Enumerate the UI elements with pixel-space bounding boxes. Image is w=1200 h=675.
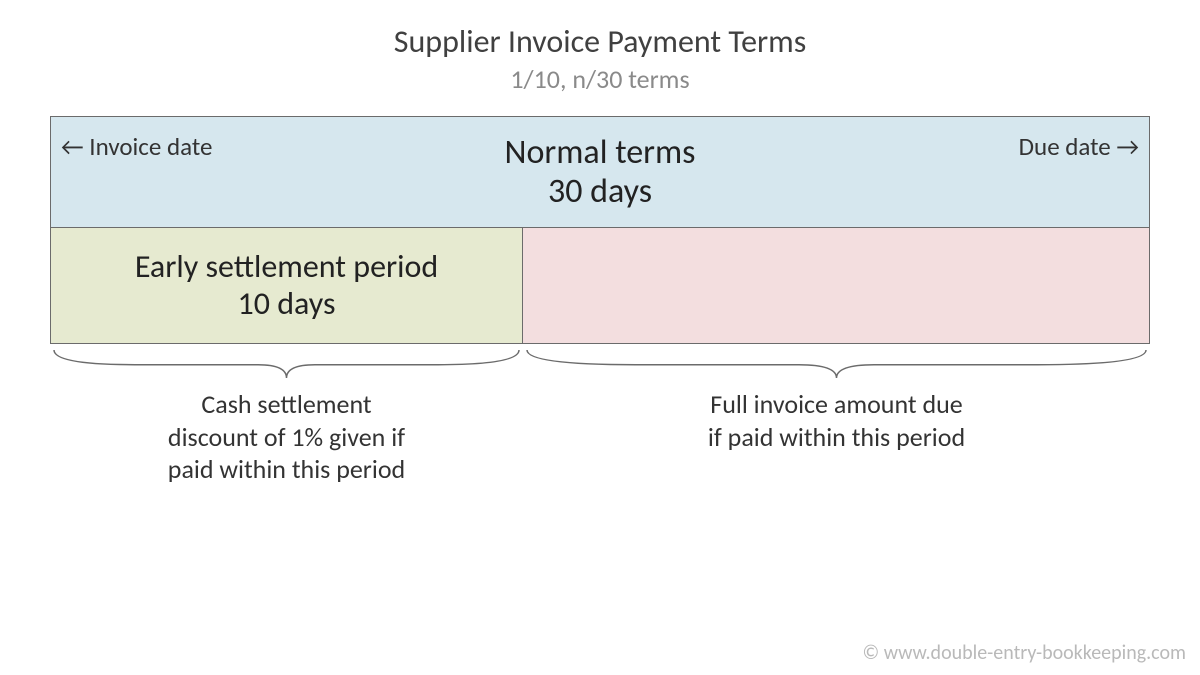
- copyright-notice: © www.double-entry-bookkeeping.com: [863, 641, 1186, 665]
- early-settlement-bar: Early settlement period 10 days: [50, 228, 523, 344]
- early-line2: 10 days: [135, 286, 438, 323]
- page-subtitle: 1/10, n/30 terms: [0, 63, 1200, 95]
- full-amount-bar: [523, 228, 1150, 344]
- brace-right: [523, 346, 1150, 380]
- curly-brace-icon: [523, 346, 1150, 380]
- due-date-label: Due date →: [1019, 131, 1139, 162]
- normal-terms-line2: 30 days: [505, 172, 696, 211]
- curly-brace-icon: [50, 346, 523, 380]
- normal-terms-bar: ← Invoice date Normal terms 30 days Due …: [50, 116, 1150, 228]
- invoice-date-text: Invoice date: [89, 131, 212, 162]
- normal-terms-text: Normal terms 30 days: [505, 133, 696, 211]
- early-caption: Cash settlement discount of 1% given if …: [50, 388, 523, 486]
- full-caption-l1: Full invoice amount due: [553, 388, 1120, 421]
- early-line1: Early settlement period: [135, 249, 438, 286]
- captions-row: Cash settlement discount of 1% given if …: [50, 388, 1150, 486]
- payment-terms-diagram: ← Invoice date Normal terms 30 days Due …: [50, 116, 1150, 486]
- settlement-row: Early settlement period 10 days: [50, 228, 1150, 344]
- brace-left: [50, 346, 523, 380]
- early-caption-l1: Cash settlement: [80, 388, 493, 421]
- full-caption: Full invoice amount due if paid within t…: [523, 388, 1150, 486]
- arrow-right-icon: →: [1111, 131, 1139, 162]
- early-caption-l2: discount of 1% given if: [80, 421, 493, 454]
- normal-terms-line1: Normal terms: [505, 133, 696, 172]
- normal-terms-row: ← Invoice date Normal terms 30 days Due …: [50, 116, 1150, 228]
- title-block: Supplier Invoice Payment Terms 1/10, n/3…: [0, 0, 1200, 95]
- page-title: Supplier Invoice Payment Terms: [0, 22, 1200, 61]
- braces-row: [50, 346, 1150, 380]
- invoice-date-label: ← Invoice date: [61, 131, 212, 162]
- early-caption-l3: paid within this period: [80, 453, 493, 486]
- due-date-text: Due date: [1019, 131, 1111, 162]
- early-settlement-text: Early settlement period 10 days: [135, 249, 438, 323]
- full-caption-l2: if paid within this period: [553, 421, 1120, 454]
- arrow-left-icon: ←: [61, 131, 89, 162]
